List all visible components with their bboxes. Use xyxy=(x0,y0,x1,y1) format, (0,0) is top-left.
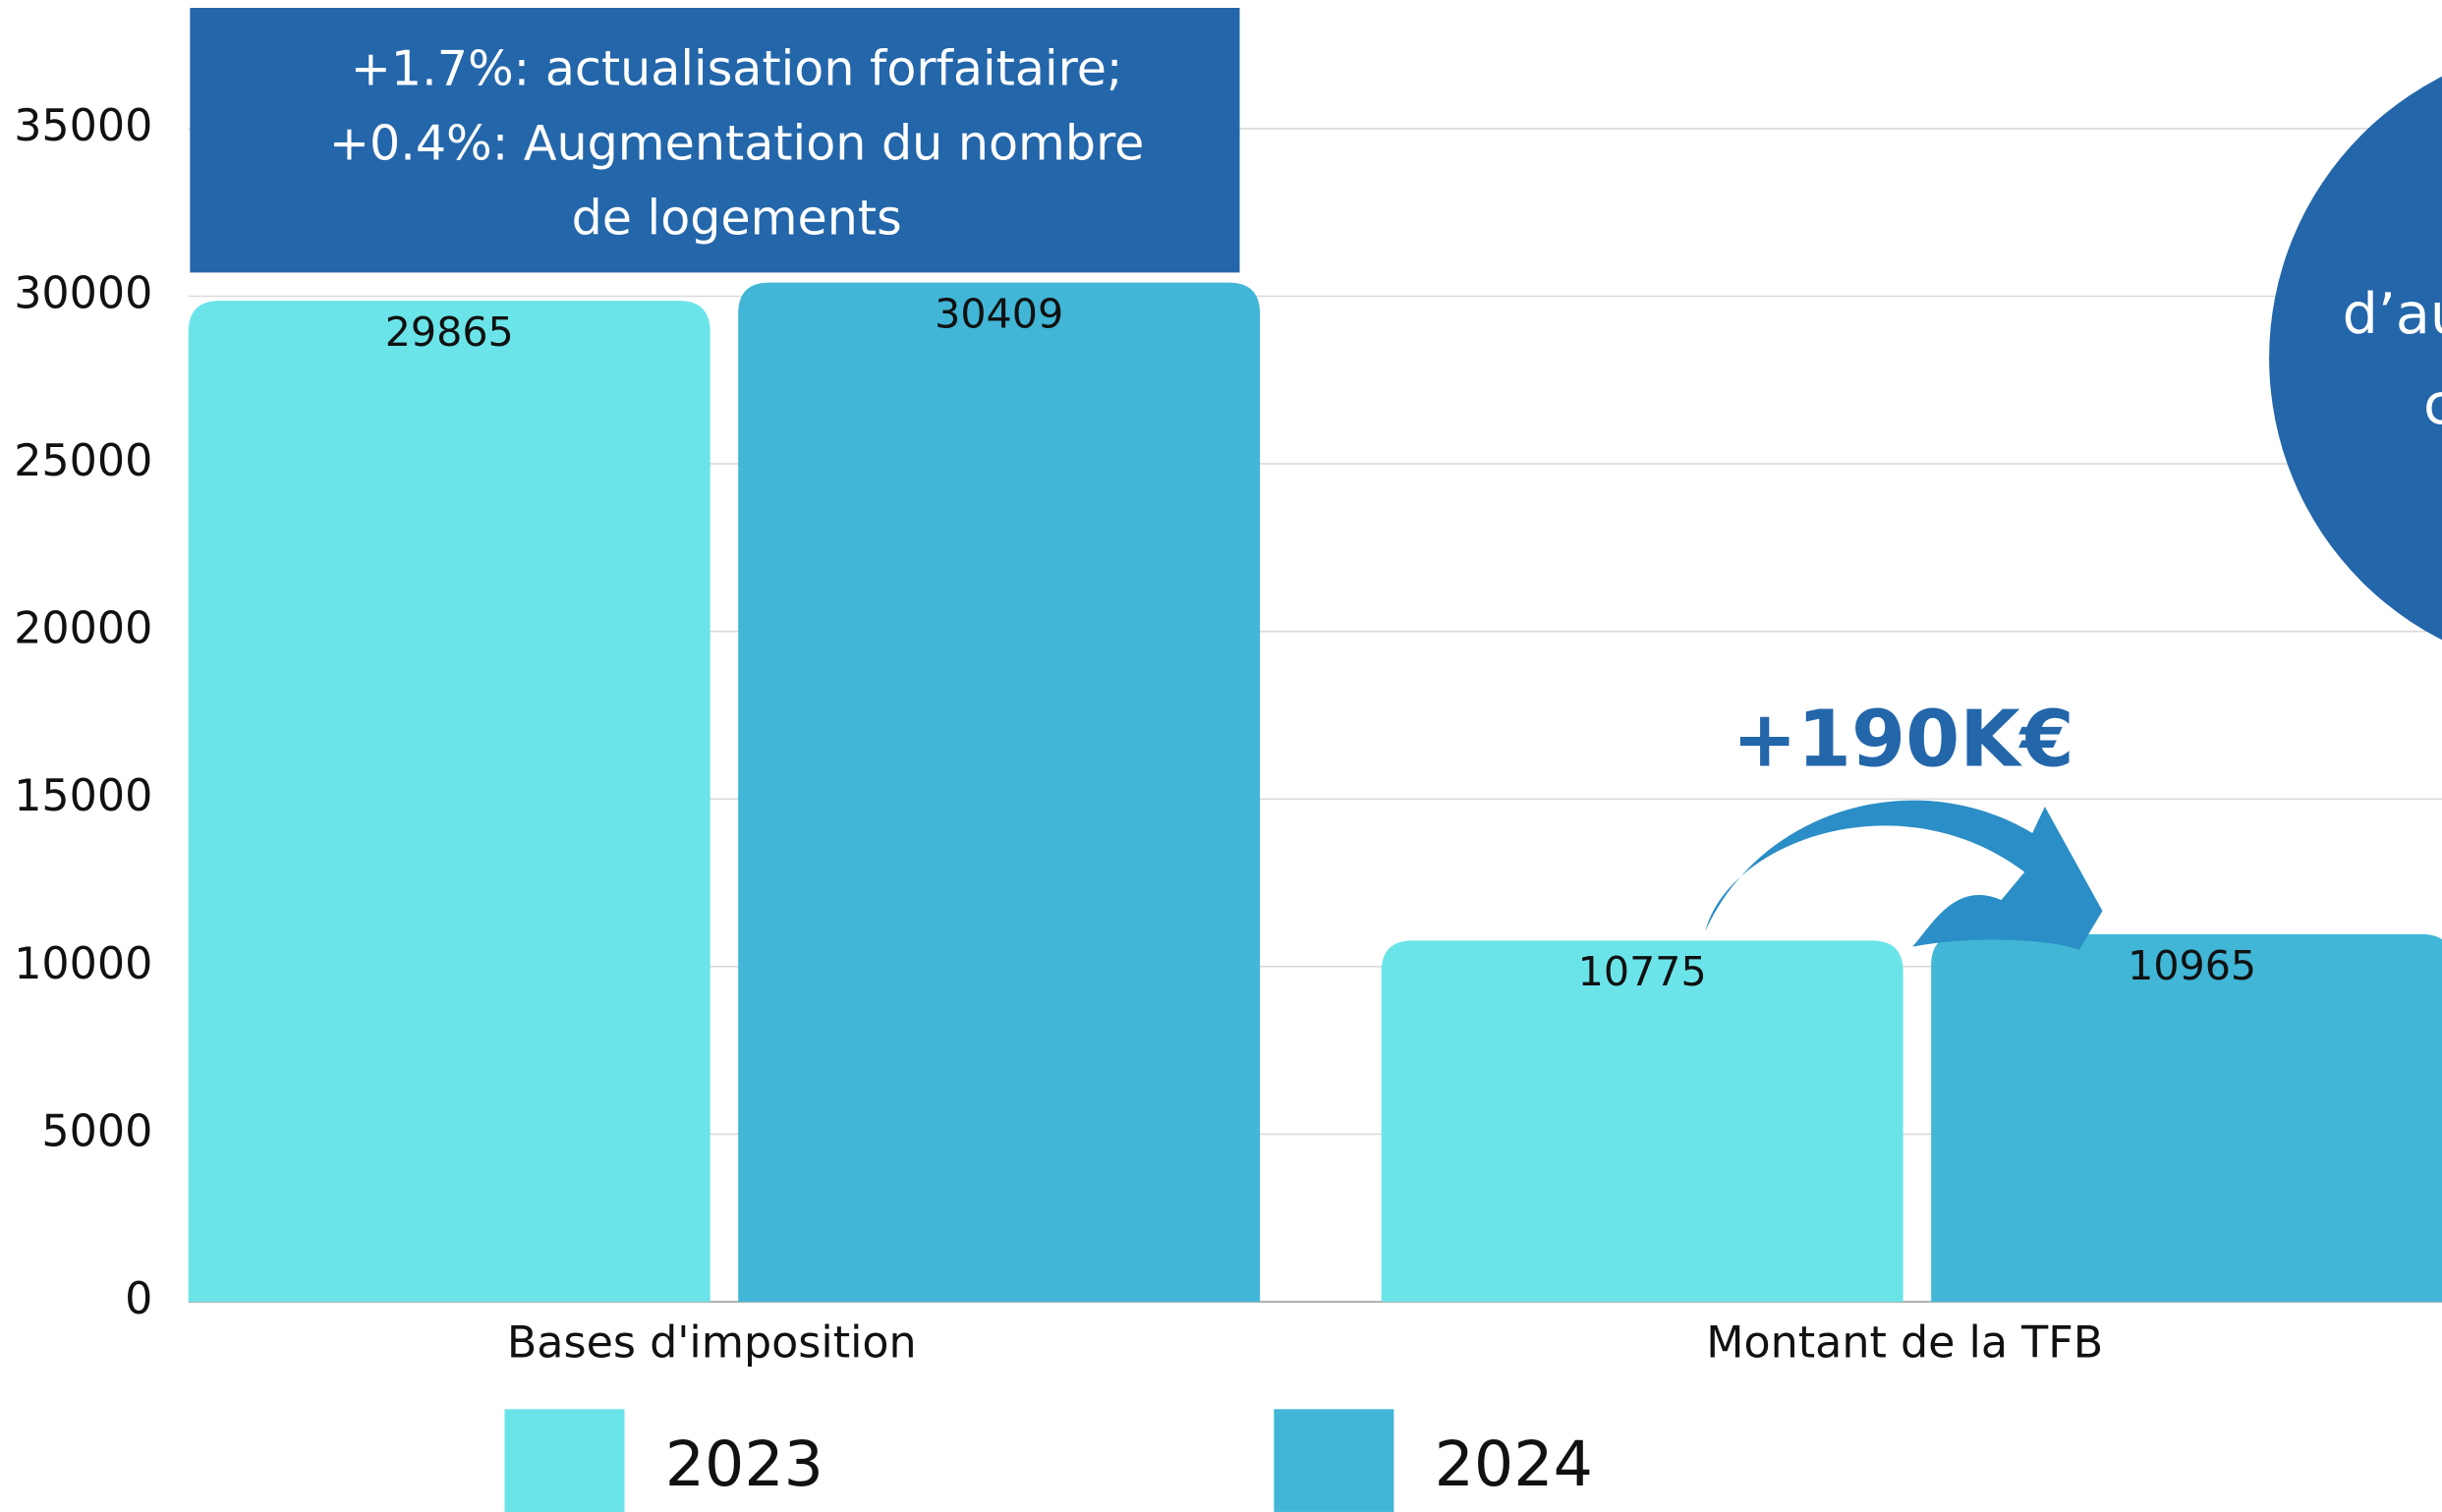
value-label: 10965 xyxy=(2128,942,2256,989)
circle-text: c xyxy=(2423,372,2442,437)
bar xyxy=(1931,933,2442,1302)
arrow xyxy=(1705,800,2103,950)
annotation-line: +1.7%: actualisation forfaitaire; xyxy=(351,39,1123,96)
change-label: +190K€ xyxy=(1732,694,2073,785)
y-tick-label: 30000 xyxy=(14,269,152,319)
y-tick-label: 35000 xyxy=(14,101,152,151)
y-tick-label: 20000 xyxy=(14,604,152,654)
annotation-line: +0.4%: Augmentation du nombre xyxy=(329,115,1145,172)
y-tick-label: 10000 xyxy=(14,939,152,989)
annotation-circle xyxy=(2269,76,2442,641)
legend: 2023 2024 xyxy=(504,1409,1593,1512)
legend-label: 2024 xyxy=(1435,1428,1593,1500)
legend-swatch xyxy=(1274,1409,1394,1512)
circle-text: d’au xyxy=(2343,282,2442,347)
x-tick-label: Bases d'imposition xyxy=(507,1317,917,1368)
y-tick-label: 5000 xyxy=(41,1106,152,1156)
y-tick-label: 0 xyxy=(125,1274,152,1324)
bars: 29865 30409 Bases d'imposition 10775 10965 Mo… xyxy=(188,282,2442,1368)
annotation-box xyxy=(190,7,1240,273)
bar xyxy=(188,301,710,1302)
annotation-line: de logements xyxy=(572,190,902,247)
legend-label: 2023 xyxy=(665,1428,823,1500)
value-label: 29865 xyxy=(385,308,514,356)
bar xyxy=(738,282,1261,1302)
y-tick-label: 15000 xyxy=(14,771,152,821)
bar xyxy=(1381,940,1903,1302)
value-label: 10775 xyxy=(1578,948,1707,995)
y-tick-label: 25000 xyxy=(14,436,152,486)
legend-swatch xyxy=(504,1409,625,1512)
value-label: 30409 xyxy=(935,290,1063,337)
x-tick-label: Montant de la TFB xyxy=(1706,1317,2103,1368)
